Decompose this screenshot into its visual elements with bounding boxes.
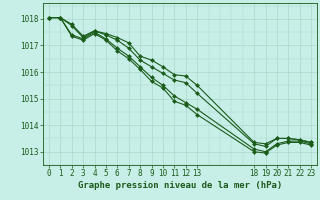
X-axis label: Graphe pression niveau de la mer (hPa): Graphe pression niveau de la mer (hPa): [78, 181, 282, 190]
